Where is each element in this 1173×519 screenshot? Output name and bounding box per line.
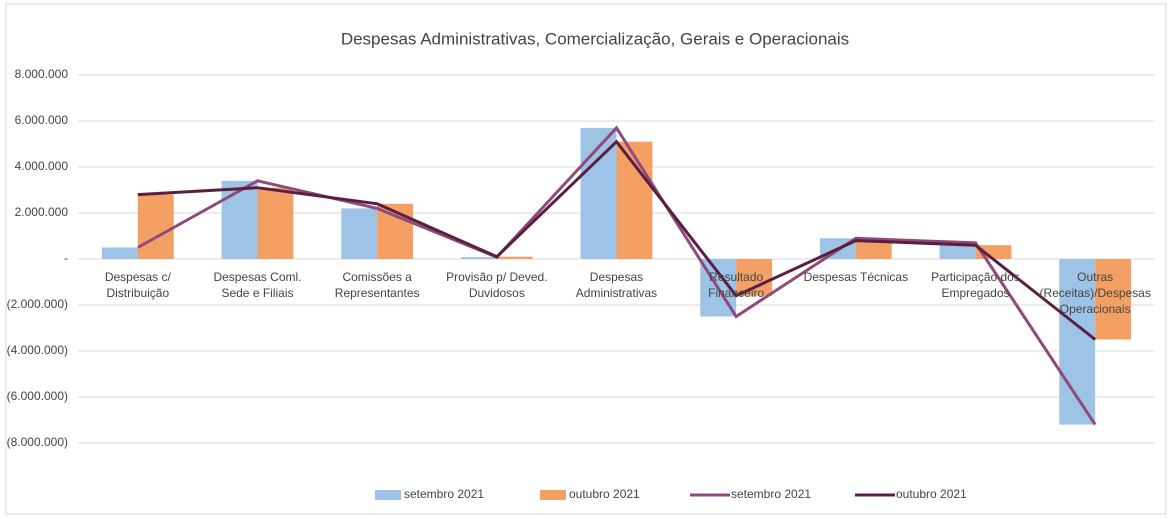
y-tick-label: 6.000.000	[15, 113, 69, 127]
y-tick-label: (6.000.000)	[7, 389, 68, 403]
line	[137, 125, 1097, 426]
bar	[496, 256, 533, 259]
bar	[1095, 259, 1132, 340]
y-tick-label: 2.000.000	[15, 205, 69, 219]
chart-title: Despesas Administrativas, Comercializaçã…	[341, 29, 849, 48]
x-tick-label: Despesas Técnicas	[803, 270, 909, 284]
bar	[580, 127, 617, 260]
legend-swatch	[540, 490, 566, 500]
y-tick-label: (4.000.000)	[7, 343, 68, 357]
legend-swatch	[375, 490, 401, 500]
x-tick-label: Despesas Administrativas	[575, 270, 658, 300]
bar	[616, 141, 653, 259]
legend-label: setembro 2021	[404, 487, 484, 501]
bar	[137, 194, 174, 259]
bar	[257, 187, 294, 259]
legend-label: outubro 2021	[896, 487, 967, 501]
y-tick-label: (8.000.000)	[7, 435, 68, 449]
y-tick-label: -	[64, 251, 68, 265]
bar	[939, 242, 976, 259]
bar	[221, 180, 258, 259]
x-tick-label: Despesas c/ Distribuição	[104, 270, 171, 300]
bar	[341, 208, 378, 259]
line	[137, 139, 1097, 341]
bar	[736, 259, 773, 296]
x-tick-label: Provisão p/ Deved. Duvidosos	[446, 270, 548, 300]
y-tick-label: 4.000.000	[15, 159, 69, 173]
bar	[101, 247, 138, 259]
legend-label: outubro 2021	[569, 487, 640, 501]
x-tick-label: Resultado Financeiro	[708, 270, 765, 300]
bar	[460, 257, 497, 259]
x-tick-label: Outras (Receitas)/Despesas Operacionais	[1039, 270, 1151, 316]
legend-label: setembro 2021	[731, 487, 811, 501]
x-tick-label: Participação dos Empregados	[931, 270, 1020, 300]
y-tick-label: (2.000.000)	[7, 297, 68, 311]
x-tick-label: Comissões a Representantes	[334, 270, 420, 300]
bar	[855, 240, 892, 259]
y-tick-label: 8.000.000	[15, 67, 69, 81]
x-tick-label: Despesas Coml. Sede e Filiais	[213, 270, 302, 300]
